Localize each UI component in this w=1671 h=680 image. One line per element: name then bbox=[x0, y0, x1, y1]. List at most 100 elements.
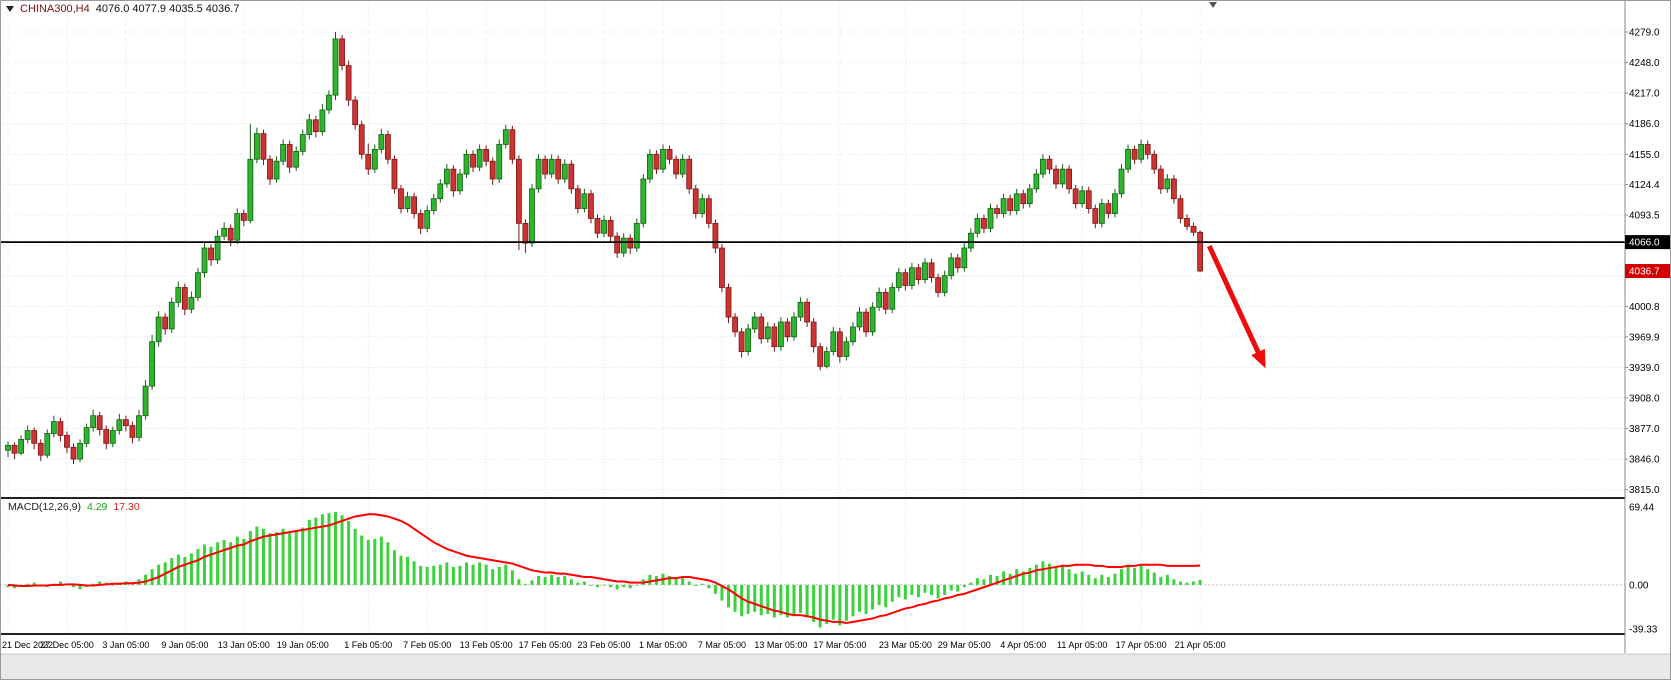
macd-histogram-bar bbox=[150, 569, 154, 585]
macd-histogram-bar bbox=[1126, 564, 1130, 585]
macd-histogram-bar bbox=[1139, 565, 1143, 585]
candle-body bbox=[653, 153, 660, 170]
macd-histogram-bar bbox=[602, 584, 606, 586]
macd-histogram-bar bbox=[694, 584, 698, 587]
candle-body bbox=[725, 287, 732, 318]
candle-body bbox=[358, 124, 365, 155]
candle-body bbox=[70, 446, 77, 460]
candle-body bbox=[1040, 158, 1046, 175]
chart-header: CHINA300,H4 4076.0 4077.9 4035.5 4036.7 bbox=[6, 3, 239, 15]
macd-indicator-label: MACD(12,26,9) 4.29 17.30 bbox=[8, 501, 140, 513]
macd-histogram-bar bbox=[1152, 572, 1156, 585]
macd-histogram-bar bbox=[897, 584, 901, 598]
macd-histogram-bar bbox=[91, 583, 95, 585]
candle-body bbox=[935, 277, 941, 293]
macd-histogram-bar bbox=[6, 584, 10, 588]
candle-body bbox=[371, 148, 378, 170]
candle-body bbox=[83, 427, 90, 444]
candle-body bbox=[1033, 173, 1040, 190]
macd-histogram-bar bbox=[779, 584, 783, 616]
candle-body bbox=[594, 218, 601, 234]
candle-body bbox=[1151, 153, 1158, 170]
macd-histogram-bar bbox=[334, 511, 337, 585]
macd-histogram-bar bbox=[858, 584, 861, 612]
price-tick-label: 3815.0 bbox=[1629, 485, 1660, 496]
candle-body bbox=[1138, 144, 1145, 160]
macd-histogram-bar bbox=[406, 556, 410, 585]
macd-histogram-bar bbox=[144, 574, 148, 585]
macd-histogram-bar bbox=[1054, 566, 1058, 585]
candle-body bbox=[843, 341, 850, 357]
macd-histogram-bar bbox=[229, 542, 233, 585]
date-label: 23 Feb 05:00 bbox=[578, 640, 631, 650]
date-label: 11 Apr 05:00 bbox=[1057, 640, 1107, 650]
macd-histogram-bar bbox=[1015, 569, 1019, 585]
candle-body bbox=[227, 227, 234, 241]
price-tick-label: 4279.0 bbox=[1629, 28, 1660, 39]
macd-axis-label: -39.33 bbox=[1629, 625, 1658, 636]
candle-body bbox=[954, 257, 961, 269]
candle-body bbox=[280, 144, 287, 162]
candle-body bbox=[286, 144, 293, 168]
candle-body bbox=[129, 425, 136, 438]
macd-histogram-bar bbox=[910, 584, 914, 595]
trend-arrow-line[interactable] bbox=[1206, 245, 1263, 359]
date-label: 13 Mar 05:00 bbox=[754, 640, 807, 650]
candle-body bbox=[679, 158, 686, 175]
macd-histogram-bar bbox=[1100, 574, 1104, 585]
candle-body bbox=[267, 158, 273, 180]
macd-histogram-bar bbox=[183, 556, 187, 585]
candle-body bbox=[319, 109, 326, 133]
candle-body bbox=[391, 158, 398, 190]
macd-histogram-bar bbox=[1041, 561, 1045, 585]
macd-histogram-bar bbox=[451, 566, 455, 585]
macd-histogram-bar bbox=[727, 584, 730, 608]
chart-dropdown-icon[interactable] bbox=[6, 6, 14, 12]
candle-body bbox=[758, 316, 765, 340]
macd-histogram-bar bbox=[530, 580, 534, 585]
macd-histogram-bar bbox=[903, 584, 907, 600]
candle-body bbox=[633, 222, 640, 249]
candle-body bbox=[981, 218, 987, 229]
candle-body bbox=[155, 316, 162, 343]
macd-histogram-bar bbox=[275, 532, 279, 585]
macd-histogram-bar bbox=[746, 584, 750, 615]
macd-histogram-bar bbox=[1165, 574, 1169, 585]
candle-body bbox=[1105, 203, 1112, 214]
macd-histogram-bar bbox=[877, 584, 881, 606]
candle-body bbox=[240, 213, 247, 221]
price-tick-label: 4217.0 bbox=[1629, 89, 1660, 100]
candle-body bbox=[850, 326, 856, 343]
macd-histogram-bar bbox=[962, 584, 966, 588]
macd-histogram-bar bbox=[622, 584, 626, 588]
macd-histogram-bar bbox=[635, 584, 639, 586]
macd-histogram-bar bbox=[301, 527, 305, 585]
candle-body bbox=[607, 220, 614, 237]
macd-histogram-bar bbox=[628, 584, 632, 589]
macd-histogram-bar bbox=[392, 550, 396, 585]
candle-body bbox=[123, 419, 129, 426]
macd-histogram-bar bbox=[720, 584, 724, 601]
price-tick-label: 3939.0 bbox=[1629, 363, 1660, 374]
price-tick-label: 3908.0 bbox=[1629, 393, 1660, 404]
candle-body bbox=[666, 148, 673, 160]
bottom-strip bbox=[1, 654, 1670, 679]
price-tick-label: 3846.0 bbox=[1629, 455, 1660, 466]
trend-arrow-head[interactable] bbox=[1251, 348, 1266, 369]
macd-histogram-bar bbox=[969, 582, 973, 585]
macd-histogram-bar bbox=[550, 574, 554, 585]
macd-histogram-bar bbox=[975, 578, 979, 585]
candle-body bbox=[398, 188, 404, 209]
ohlc-values-label: 4076.0 4077.9 4035.5 4036.7 bbox=[95, 3, 240, 15]
candle-body bbox=[96, 415, 103, 430]
macd-histogram-bar bbox=[740, 584, 744, 617]
candle-body bbox=[1092, 208, 1099, 224]
candle-body bbox=[345, 65, 352, 101]
candle-body bbox=[1157, 168, 1164, 190]
macd-histogram-bar bbox=[733, 584, 737, 612]
macd-histogram-bar bbox=[582, 581, 586, 585]
candle-body bbox=[647, 153, 653, 180]
macd-histogram-bar bbox=[851, 584, 855, 617]
candle-body bbox=[293, 150, 300, 168]
